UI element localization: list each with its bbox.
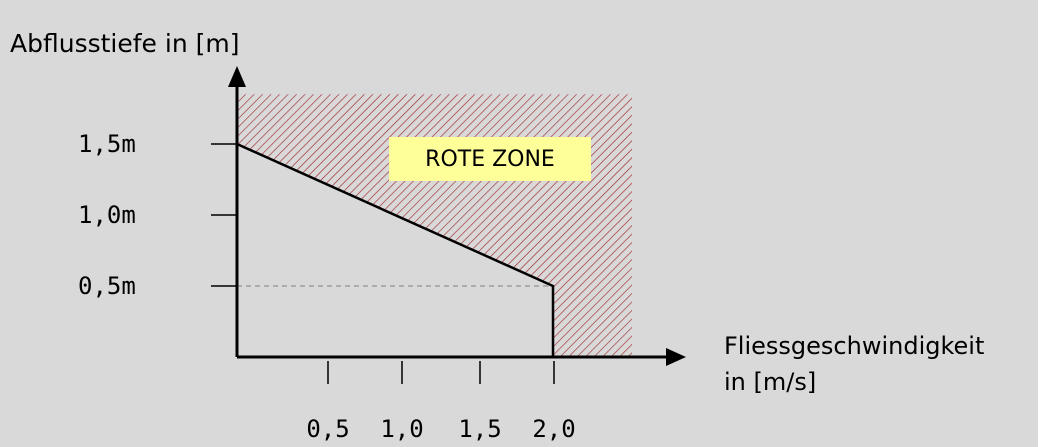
x-tick-label: 0,5 bbox=[306, 415, 349, 443]
x-tick-label: 1,0 bbox=[380, 415, 423, 443]
x-tick-label: 2,0 bbox=[532, 415, 575, 443]
y-tick-label: 1,5m bbox=[78, 130, 136, 158]
y-axis-label: Abflusstiefe in [m] bbox=[10, 29, 239, 58]
y-tick-label: 1,0m bbox=[78, 201, 136, 229]
boundary-line bbox=[236, 142, 555, 357]
red-zone-hatched-area bbox=[237, 94, 632, 358]
x-tick-label: 1,5 bbox=[458, 415, 501, 443]
y-axis-arrowhead bbox=[228, 66, 246, 87]
x-axis-label-line1: Fliessgeschwindigkeit bbox=[724, 332, 984, 360]
x-tick-group: 0,5 1,0 1,5 2,0 bbox=[306, 361, 576, 443]
x-axis-label-line2: in [m/s] bbox=[724, 368, 816, 396]
x-axis-arrowhead bbox=[666, 348, 686, 366]
y-tick-label: 0,5m bbox=[78, 272, 136, 300]
y-tick-group: 1,5m 1,0m 0,5m bbox=[78, 130, 237, 300]
red-zone-label: ROTE ZONE bbox=[425, 147, 555, 172]
red-zone-label-background bbox=[389, 137, 591, 181]
